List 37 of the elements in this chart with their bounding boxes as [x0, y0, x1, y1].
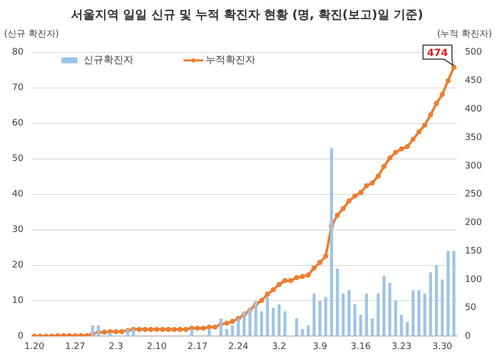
x-tick-label: 2.24 — [228, 342, 249, 352]
chart-title: 서울지역 일일 신규 및 누적 확진자 현황 (명, 확진(보고)일 기준) — [70, 7, 424, 22]
x-tick-label: 1.27 — [65, 342, 86, 352]
x-tick-label: 1.20 — [24, 342, 45, 352]
y2-tick-label: 350 — [464, 132, 482, 143]
y-tick-label: 30 — [12, 225, 24, 236]
y-tick-label: 80 — [12, 48, 24, 58]
x-tick-label: 3.9 — [312, 342, 328, 352]
y2-axis-title: (누적 확진자) — [437, 30, 492, 40]
annotation: 474 — [427, 48, 448, 59]
x-tick-label: 3.30 — [432, 342, 453, 352]
y-tick-label: 60 — [12, 118, 24, 129]
x-tick-label: 2.3 — [108, 342, 124, 352]
y2-tick-label: 300 — [464, 161, 482, 172]
y2-tick-label: 0 — [464, 332, 471, 342]
y2-tick-label: 100 — [464, 274, 482, 285]
y2-tick-label: 50 — [464, 303, 477, 314]
y-tick-label: 20 — [12, 260, 24, 271]
y2-tick-label: 500 — [464, 48, 482, 58]
x-tick-label: 3.2 — [272, 342, 286, 352]
y2-tick-label: 250 — [464, 190, 482, 200]
y2-tick-label: 150 — [464, 246, 482, 256]
y2-tick-label: 400 — [464, 104, 482, 115]
y2-tick-label: 450 — [464, 76, 482, 86]
legend-label: 누적확진자 — [205, 54, 256, 66]
x-tick-label: 2.17 — [188, 342, 208, 352]
legend-label: 신규확진자 — [83, 54, 134, 66]
y-tick-label: 70 — [12, 83, 24, 94]
y-tick-label: 0 — [18, 332, 24, 342]
y-tick-label: 10 — [12, 296, 24, 306]
y2-tick-label: 200 — [464, 218, 482, 228]
y-tick-label: 40 — [12, 190, 24, 200]
y-tick-label: 50 — [12, 154, 24, 164]
y-axis-title: (신규 확진자) — [4, 30, 59, 40]
x-tick-label: 2.10 — [146, 342, 168, 352]
x-tick-label: 3.23 — [391, 342, 412, 352]
x-tick-label: 3.16 — [350, 342, 371, 352]
